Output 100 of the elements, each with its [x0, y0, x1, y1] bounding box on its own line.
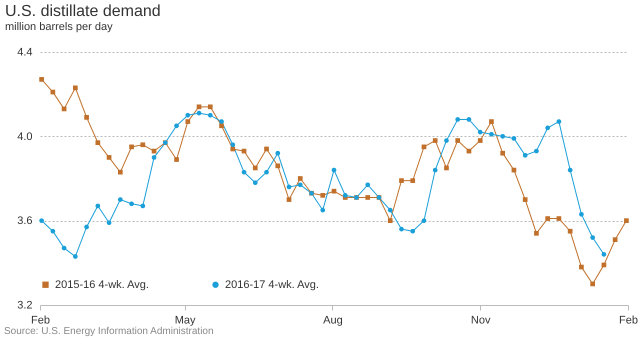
point — [320, 193, 326, 198]
point — [590, 235, 595, 240]
point — [84, 224, 89, 230]
point — [118, 170, 123, 175]
point — [95, 140, 100, 146]
point — [298, 176, 303, 181]
point — [500, 134, 506, 139]
point — [264, 170, 269, 175]
point — [556, 119, 562, 124]
point — [73, 85, 78, 90]
point — [50, 90, 56, 94]
point — [489, 132, 494, 137]
point — [602, 252, 606, 257]
point — [73, 254, 78, 259]
point — [185, 119, 190, 124]
point — [444, 138, 449, 143]
point — [568, 228, 573, 234]
point — [219, 119, 224, 124]
point — [118, 197, 123, 202]
point — [252, 180, 258, 186]
x-tick-label: Aug — [323, 314, 343, 326]
x-tick-label: Feb — [31, 314, 50, 326]
point — [365, 182, 370, 188]
point — [410, 228, 416, 234]
point — [545, 126, 550, 130]
point — [432, 168, 438, 172]
point — [545, 216, 550, 221]
point — [388, 218, 393, 224]
point — [444, 166, 449, 170]
point — [399, 226, 404, 232]
point — [388, 208, 393, 212]
chart-subtitle: million barrels per day — [5, 21, 114, 33]
point — [242, 148, 246, 154]
point — [534, 230, 539, 236]
point — [174, 123, 179, 128]
point — [62, 106, 66, 112]
point — [196, 110, 202, 116]
x-tick-label: Nov — [470, 314, 491, 326]
point — [455, 117, 460, 122]
point — [568, 168, 573, 172]
point — [590, 282, 595, 286]
point — [95, 204, 100, 208]
point — [579, 264, 584, 270]
point — [298, 182, 303, 188]
point — [62, 246, 66, 250]
point — [106, 220, 112, 226]
point — [230, 146, 236, 152]
point — [332, 168, 336, 172]
point — [129, 144, 134, 150]
point — [422, 144, 426, 150]
point — [410, 178, 416, 183]
point — [252, 166, 258, 170]
point — [624, 218, 629, 224]
point — [140, 142, 146, 148]
point — [84, 115, 89, 120]
point — [602, 262, 606, 268]
point — [522, 197, 528, 202]
point — [320, 208, 326, 212]
point — [466, 117, 472, 122]
point — [50, 228, 56, 234]
y-tick-label: 4.4 — [17, 46, 32, 58]
point — [522, 152, 528, 158]
point — [422, 218, 426, 224]
x-tick-label: May — [174, 314, 196, 326]
point — [129, 201, 134, 206]
y-tick-label: 3.6 — [17, 215, 32, 228]
point — [455, 138, 460, 143]
point — [286, 184, 292, 190]
point — [208, 104, 213, 110]
point — [466, 148, 472, 154]
x-tick-label: Feb — [619, 314, 638, 326]
point — [219, 123, 224, 128]
y-tick-label: 3.2 — [17, 300, 32, 312]
point — [489, 119, 494, 124]
point — [140, 204, 146, 208]
point — [399, 178, 404, 183]
point — [196, 104, 202, 110]
point — [39, 218, 44, 224]
point — [208, 112, 213, 118]
point — [432, 138, 438, 143]
legend-label: 2016-17 4-wk. Avg. — [225, 278, 319, 291]
point — [556, 216, 562, 221]
point — [264, 146, 269, 152]
point — [242, 170, 246, 175]
point — [230, 142, 236, 148]
point — [512, 136, 516, 141]
point — [478, 130, 483, 134]
point — [185, 112, 190, 118]
point — [106, 155, 112, 160]
point — [275, 164, 280, 168]
point — [152, 148, 156, 154]
point — [152, 155, 156, 160]
point — [174, 157, 179, 162]
point — [478, 138, 483, 143]
point — [612, 237, 618, 242]
point — [534, 148, 539, 154]
y-tick-label: 4.0 — [17, 130, 32, 143]
point — [275, 150, 280, 156]
chart-title: U.S. distillate demand — [5, 3, 161, 20]
source-note: Source: U.S. Energy Information Administration — [4, 326, 214, 337]
